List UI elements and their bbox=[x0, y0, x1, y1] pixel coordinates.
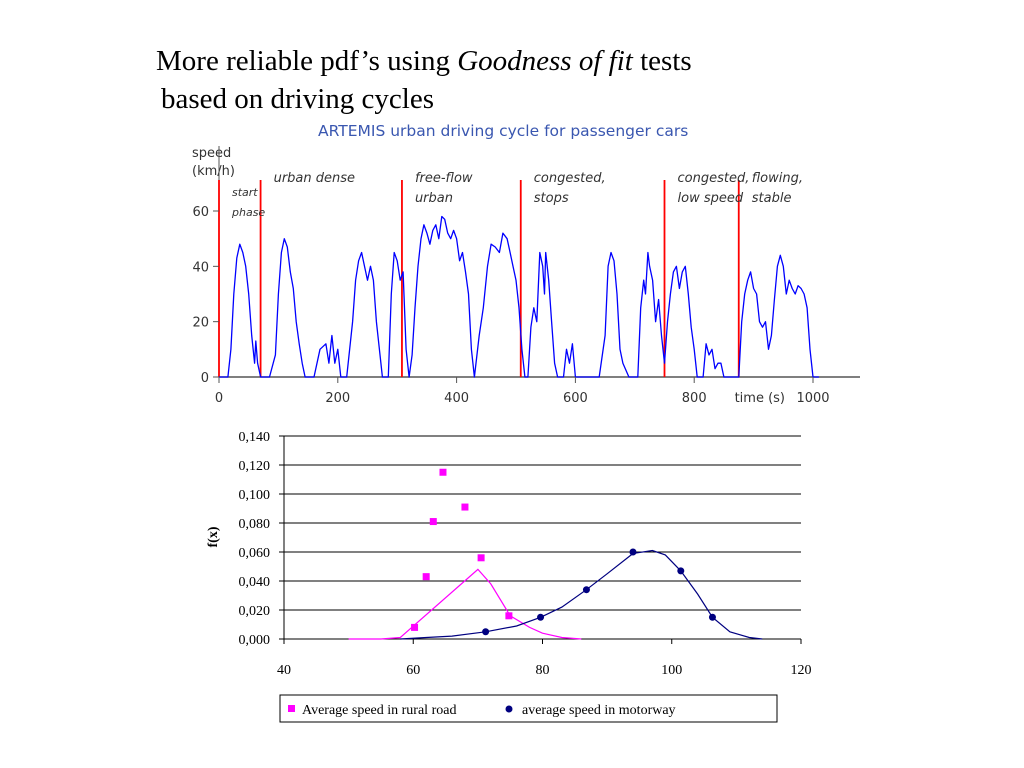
legend-label-rural: Average speed in rural road bbox=[302, 703, 456, 718]
pdf-gridlines bbox=[284, 435, 801, 611]
artemis-xlabel: time (s) bbox=[735, 391, 785, 406]
pdf-x-tick-label: 120 bbox=[791, 663, 812, 678]
artemis-phase-label: flowing, bbox=[752, 171, 803, 186]
artemis-y-tick-label: 0 bbox=[201, 371, 209, 386]
legend-box bbox=[279, 694, 778, 723]
artemis-phase-label: urban bbox=[415, 191, 453, 206]
artemis-phase-label: low speed bbox=[678, 191, 744, 206]
artemis-x-tick-label: 400 bbox=[444, 391, 469, 406]
pdf-point-rural bbox=[461, 503, 469, 511]
pdf-fit-curve bbox=[348, 568, 582, 640]
pdf-y-tick-label: 0,100 bbox=[239, 488, 271, 503]
pdf-data-points bbox=[411, 468, 716, 636]
artemis-y-tick-label: 40 bbox=[192, 260, 209, 275]
pdf-point-rural bbox=[429, 518, 437, 526]
pdf-point-rural bbox=[505, 612, 513, 620]
title-text-part2: tests bbox=[632, 45, 692, 77]
legend-label-motorway: average speed in motorway bbox=[522, 703, 676, 718]
pdf-y-tick-label: 0,140 bbox=[239, 430, 271, 445]
title-line-1: More reliable pdf’s using Goodness of fi… bbox=[156, 42, 856, 80]
pdf-y-ticks: 0,000 0,020 0,040 0,060 0,080 0,100 0,120 0,140 bbox=[239, 430, 284, 648]
pdf-x-tick-label: 40 bbox=[277, 663, 291, 678]
pdf-x-tick-label: 100 bbox=[661, 663, 682, 678]
artemis-speed-line bbox=[219, 215, 819, 378]
pdf-fit-curves bbox=[348, 549, 763, 640]
pdf-point-motorway bbox=[677, 567, 685, 575]
artemis-phase-label: phase bbox=[231, 206, 265, 219]
pdf-x-tick-label: 60 bbox=[406, 663, 420, 678]
pdf-y-tick-label: 0,040 bbox=[239, 575, 271, 590]
pdf-point-rural bbox=[439, 468, 447, 476]
pdf-x-ticks: 40 60 80 100 120 bbox=[277, 639, 812, 678]
pdf-point-rural bbox=[411, 623, 419, 631]
pdf-point-motorway bbox=[482, 628, 490, 636]
artemis-phase-label: stable bbox=[752, 191, 792, 206]
pdf-point-rural bbox=[422, 573, 430, 581]
artemis-ylabel-line2: (km/h) bbox=[192, 164, 235, 179]
artemis-phase-label: congested, bbox=[678, 171, 750, 186]
pdf-y-tick-label: 0,020 bbox=[239, 604, 271, 619]
artemis-x-tick-label: 0 bbox=[215, 391, 223, 406]
artemis-ylabel-line1: speed bbox=[192, 146, 231, 161]
pdf-point-motorway bbox=[537, 613, 545, 621]
artemis-chart-title: ARTEMIS urban driving cycle for passenge… bbox=[318, 122, 688, 140]
legend-marker-motorway bbox=[505, 705, 513, 713]
artemis-phase-label: free-flow bbox=[415, 171, 473, 186]
artemis-x-ticks: 0 200 400 600 800 1000 time (s) bbox=[215, 377, 830, 406]
artemis-x-tick-label: 1000 bbox=[796, 391, 829, 406]
title-text-part1: More reliable pdf’s using bbox=[156, 45, 458, 77]
artemis-phase-label: urban dense bbox=[274, 171, 355, 186]
artemis-y-tick-label: 60 bbox=[192, 205, 209, 220]
artemis-x-tick-label: 200 bbox=[325, 391, 350, 406]
slide-title: More reliable pdf’s using Goodness of fi… bbox=[156, 42, 856, 118]
pdf-fit-curve bbox=[400, 549, 763, 640]
pdf-point-motorway bbox=[629, 548, 637, 556]
artemis-phase-label: start bbox=[232, 186, 258, 199]
artemis-phase-lines: start phase urban dense free-flow urban conge… bbox=[218, 171, 803, 377]
title-text-italic: Goodness of fit bbox=[457, 45, 633, 77]
artemis-series bbox=[219, 215, 819, 378]
pdf-x-tick-label: 80 bbox=[536, 663, 550, 678]
pdf-legend: Average speed in rural road average speed… bbox=[279, 694, 778, 723]
pdf-axes bbox=[283, 436, 801, 640]
pdf-point-motorway bbox=[708, 613, 716, 621]
artemis-y-tick-label: 20 bbox=[192, 316, 209, 331]
title-line-2: based on driving cycles bbox=[161, 83, 435, 115]
artemis-phase-label: stops bbox=[534, 191, 569, 206]
pdf-y-tick-label: 0,080 bbox=[239, 517, 271, 532]
artemis-x-tick-label: 800 bbox=[682, 391, 707, 406]
pdf-y-tick-label: 0,120 bbox=[239, 459, 271, 474]
pdf-ylabel: f(x) bbox=[206, 526, 221, 547]
artemis-y-ticks: 0 20 40 60 bbox=[192, 205, 219, 386]
artemis-chart: ARTEMIS urban driving cycle for passenge… bbox=[192, 122, 860, 406]
pdf-chart: 0,000 0,020 0,040 0,060 0,080 0,100 0,120 0,140… bbox=[206, 430, 812, 723]
pdf-y-tick-label: 0,060 bbox=[239, 546, 271, 561]
pdf-point-rural bbox=[477, 554, 485, 562]
legend-marker-rural bbox=[288, 705, 295, 712]
pdf-point-motorway bbox=[582, 586, 590, 594]
artemis-phase-label: congested, bbox=[534, 171, 606, 186]
pdf-y-tick-label: 0,000 bbox=[239, 633, 271, 648]
artemis-x-tick-label: 600 bbox=[563, 391, 588, 406]
